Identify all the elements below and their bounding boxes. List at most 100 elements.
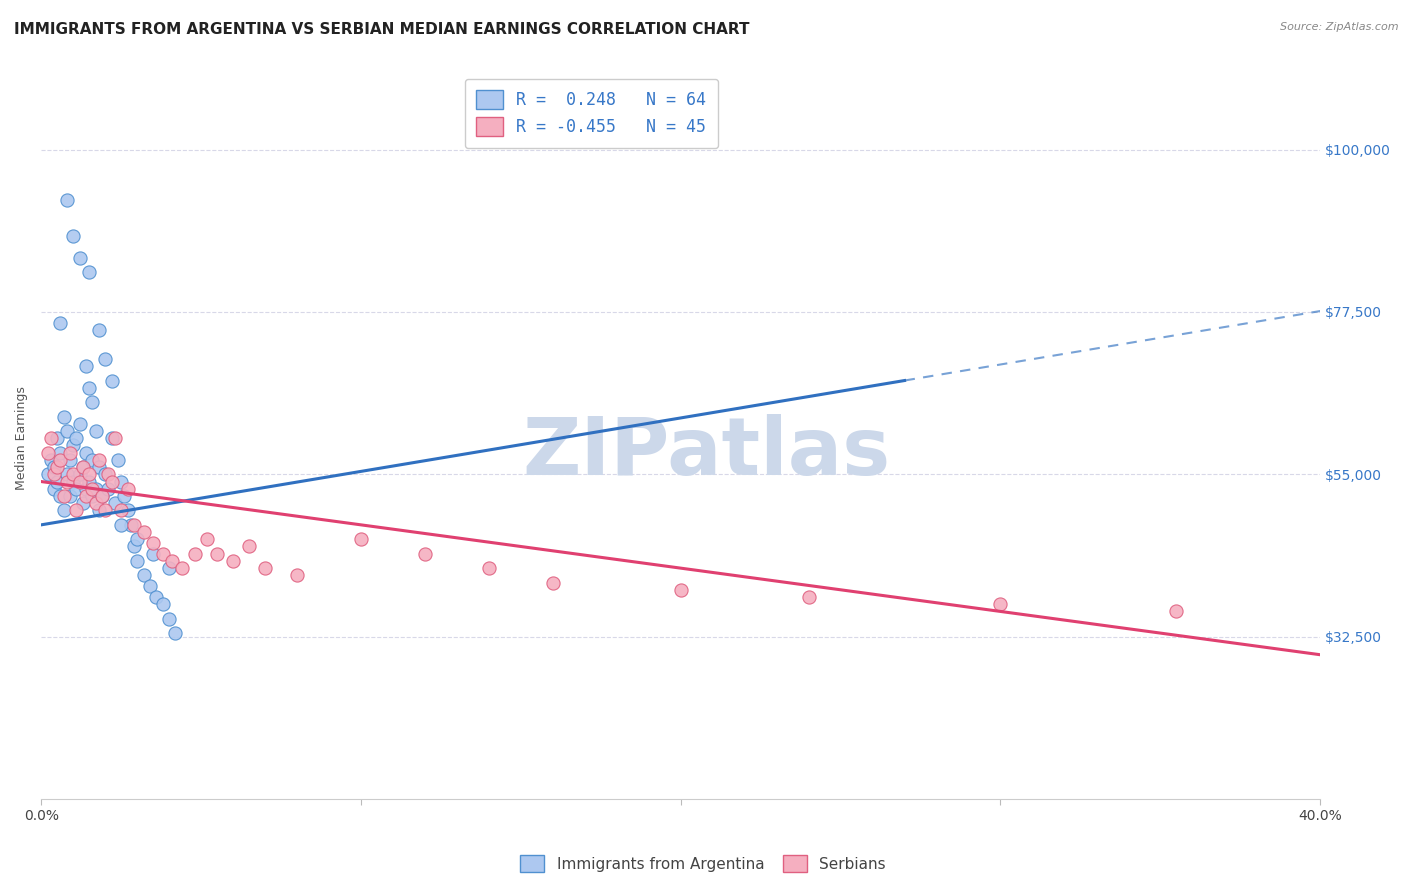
Point	[49, 453, 72, 467]
Point	[541, 575, 564, 590]
Point	[77, 381, 100, 395]
Point	[59, 445, 82, 459]
Point	[94, 351, 117, 366]
Point	[55, 475, 77, 489]
Point	[46, 475, 69, 489]
Point	[55, 193, 77, 207]
Point	[72, 460, 94, 475]
Point	[100, 374, 122, 388]
Point	[87, 453, 110, 467]
Point	[69, 467, 91, 482]
Text: Source: ZipAtlas.com: Source: ZipAtlas.com	[1281, 22, 1399, 32]
Text: IMMIGRANTS FROM ARGENTINA VS SERBIAN MEDIAN EARNINGS CORRELATION CHART: IMMIGRANTS FROM ARGENTINA VS SERBIAN MED…	[14, 22, 749, 37]
Point	[69, 251, 91, 265]
Point	[122, 517, 145, 532]
Point	[84, 496, 107, 510]
Point	[84, 424, 107, 438]
Point	[52, 409, 75, 424]
Legend: R =  0.248   N = 64, R = -0.455   N = 45: R = 0.248 N = 64, R = -0.455 N = 45	[464, 78, 718, 148]
Point	[142, 536, 165, 550]
Point	[59, 453, 82, 467]
Point	[94, 503, 117, 517]
Point	[157, 561, 180, 575]
Point	[46, 460, 69, 475]
Point	[104, 431, 127, 445]
Point	[183, 547, 205, 561]
Point	[65, 503, 87, 517]
Point	[197, 533, 219, 547]
Point	[97, 467, 120, 482]
Point	[49, 489, 72, 503]
Point	[72, 496, 94, 510]
Point	[42, 467, 65, 482]
Point	[238, 540, 260, 554]
Point	[62, 467, 84, 482]
Point	[162, 554, 184, 568]
Point	[285, 568, 308, 582]
Point	[152, 597, 174, 611]
Point	[77, 475, 100, 489]
Point	[65, 482, 87, 496]
Point	[100, 431, 122, 445]
Point	[87, 503, 110, 517]
Point	[350, 533, 373, 547]
Point	[132, 524, 155, 539]
Point	[142, 547, 165, 561]
Point	[55, 424, 77, 438]
Point	[117, 503, 139, 517]
Point	[132, 568, 155, 582]
Point	[127, 533, 149, 547]
Point	[110, 475, 132, 489]
Point	[37, 445, 59, 459]
Point	[152, 547, 174, 561]
Point	[82, 395, 104, 409]
Point	[59, 489, 82, 503]
Point	[145, 590, 167, 604]
Point	[139, 579, 162, 593]
Point	[82, 482, 104, 496]
Legend: Immigrants from Argentina, Serbians: Immigrants from Argentina, Serbians	[512, 847, 894, 880]
Point	[87, 460, 110, 475]
Point	[170, 561, 193, 575]
Point	[110, 517, 132, 532]
Point	[222, 554, 245, 568]
Point	[91, 489, 114, 503]
Point	[72, 460, 94, 475]
Point	[69, 417, 91, 431]
Point	[110, 503, 132, 517]
Point	[52, 503, 75, 517]
Point	[75, 489, 97, 503]
Point	[39, 453, 62, 467]
Point	[77, 265, 100, 279]
Point	[62, 438, 84, 452]
Point	[82, 453, 104, 467]
Point	[46, 431, 69, 445]
Point	[52, 489, 75, 503]
Point	[69, 475, 91, 489]
Point	[42, 482, 65, 496]
Point	[82, 489, 104, 503]
Point	[112, 489, 135, 503]
Point	[97, 482, 120, 496]
Point	[107, 453, 129, 467]
Point	[165, 626, 187, 640]
Point	[669, 582, 692, 597]
Point	[94, 467, 117, 482]
Point	[42, 460, 65, 475]
Point	[254, 561, 277, 575]
Point	[127, 554, 149, 568]
Point	[797, 590, 820, 604]
Point	[39, 431, 62, 445]
Point	[120, 517, 142, 532]
Point	[62, 475, 84, 489]
Point	[75, 445, 97, 459]
Point	[100, 475, 122, 489]
Point	[75, 482, 97, 496]
Point	[62, 229, 84, 244]
Point	[104, 496, 127, 510]
Point	[990, 597, 1012, 611]
Point	[87, 323, 110, 337]
Point	[157, 612, 180, 626]
Y-axis label: Median Earnings: Median Earnings	[15, 386, 28, 491]
Point	[205, 547, 228, 561]
